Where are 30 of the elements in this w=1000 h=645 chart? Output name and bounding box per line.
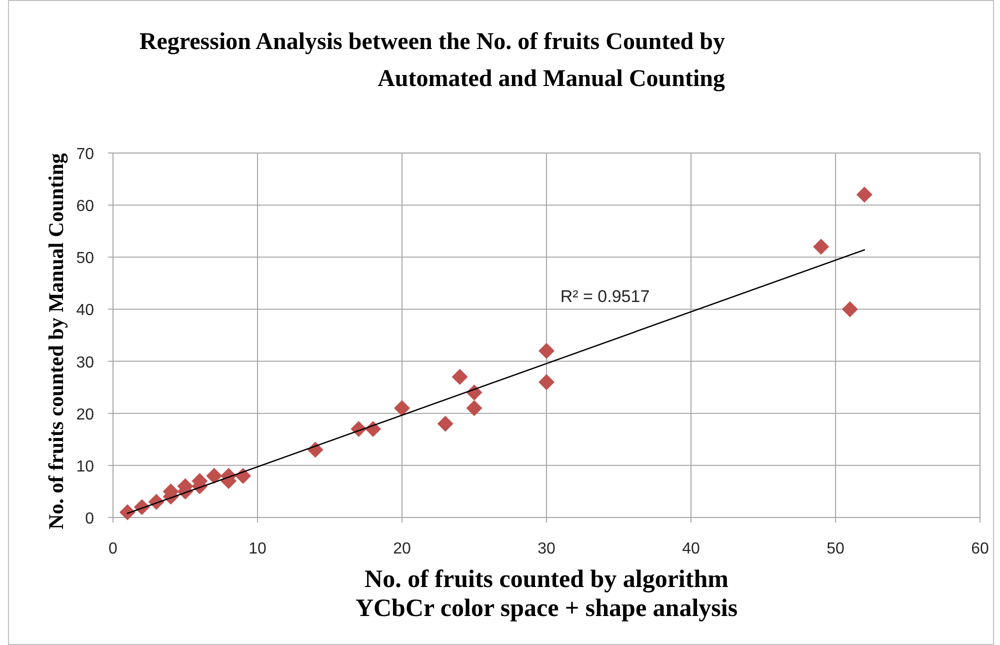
x-tick-label: 20 — [393, 540, 411, 558]
x-tick-label: 10 — [248, 540, 266, 558]
point — [538, 342, 554, 359]
point — [538, 374, 554, 390]
y-tick-label: 40 — [76, 302, 94, 320]
x-tick-label: 30 — [538, 540, 556, 558]
x-axis-title: No. of fruits counted by algorithm YCbCr color space + shape analysis — [355, 566, 738, 622]
y-tick-label: 20 — [76, 406, 94, 424]
y-tick-label: 30 — [76, 354, 94, 372]
point — [394, 400, 410, 416]
y-tick-label: 60 — [76, 198, 94, 216]
x-tick-label: 0 — [108, 540, 118, 558]
point — [856, 186, 872, 203]
point — [813, 238, 830, 255]
x-tick-label: 60 — [971, 540, 989, 558]
point — [466, 400, 482, 416]
y-tick-label: 10 — [76, 458, 94, 476]
point — [437, 416, 454, 432]
point — [119, 504, 136, 520]
annotation: R² = 0.9517 — [560, 287, 650, 306]
y-tick-label: 50 — [76, 250, 94, 268]
y-tick-label: 70 — [76, 146, 94, 163]
x-tick-label: 40 — [682, 540, 700, 558]
x-tick-label: 50 — [826, 540, 844, 558]
y-tick-label: 0 — [85, 510, 94, 528]
point — [206, 468, 222, 484]
y-axis-title: No. of fruits counted by Manual Counting — [44, 152, 68, 530]
point — [842, 301, 858, 318]
point — [452, 368, 468, 385]
chart-title: Regression Analysis between the No. of fruits Counted by Automated and Manual Counting — [139, 29, 725, 92]
